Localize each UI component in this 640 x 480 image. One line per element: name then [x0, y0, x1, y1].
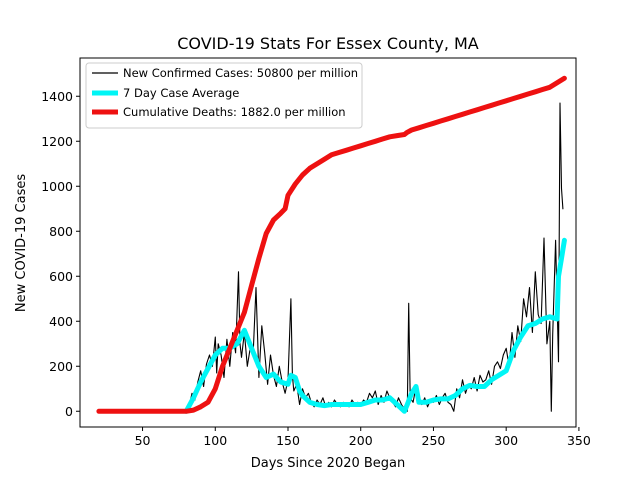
- legend: New Confirmed Cases: 50800 per million 7…: [85, 62, 363, 129]
- x-tick-label: 350: [567, 433, 591, 448]
- series-line-7-day-average: [183, 237, 567, 414]
- x-tick-label: 200: [349, 433, 373, 448]
- x-tick-label: 100: [203, 433, 227, 448]
- x-axis: 50 100 150 200 250 300 350: [135, 427, 591, 448]
- legend-box: [85, 62, 363, 129]
- x-axis-label: Days Since 2020 Began: [251, 456, 406, 471]
- y-tick-label: 1000: [41, 179, 73, 194]
- series-line-cumulative-deaths: [96, 75, 567, 414]
- x-tick-label: 300: [494, 433, 518, 448]
- axes-frame: [79, 57, 577, 428]
- series-line-new-cases: [98, 102, 564, 412]
- y-tick-label: 600: [49, 269, 73, 284]
- y-axis-label: New COVID-19 Cases: [14, 174, 29, 312]
- y-tick-label: 0: [65, 404, 73, 419]
- y-tick-label: 400: [49, 314, 73, 329]
- y-tick-label: 1400: [41, 89, 73, 104]
- legend-label-7-day-average: 7 Day Case Average: [123, 86, 239, 100]
- y-axis: 0 200 400 600 800 1000 1200 1400: [41, 89, 80, 419]
- x-tick-label: 50: [135, 433, 151, 448]
- y-tick-label: 800: [49, 224, 73, 239]
- chart-title: COVID-19 Stats For Essex County, MA: [177, 34, 479, 53]
- y-tick-label: 200: [49, 359, 73, 374]
- legend-label-cumulative-deaths: Cumulative Deaths: 1882.0 per million: [123, 105, 346, 119]
- x-tick-label: 150: [276, 433, 300, 448]
- y-tick-label: 1200: [41, 134, 73, 149]
- x-tick-label: 250: [422, 433, 446, 448]
- legend-label-new-cases: New Confirmed Cases: 50800 per million: [123, 66, 358, 80]
- plot-area: [96, 75, 567, 414]
